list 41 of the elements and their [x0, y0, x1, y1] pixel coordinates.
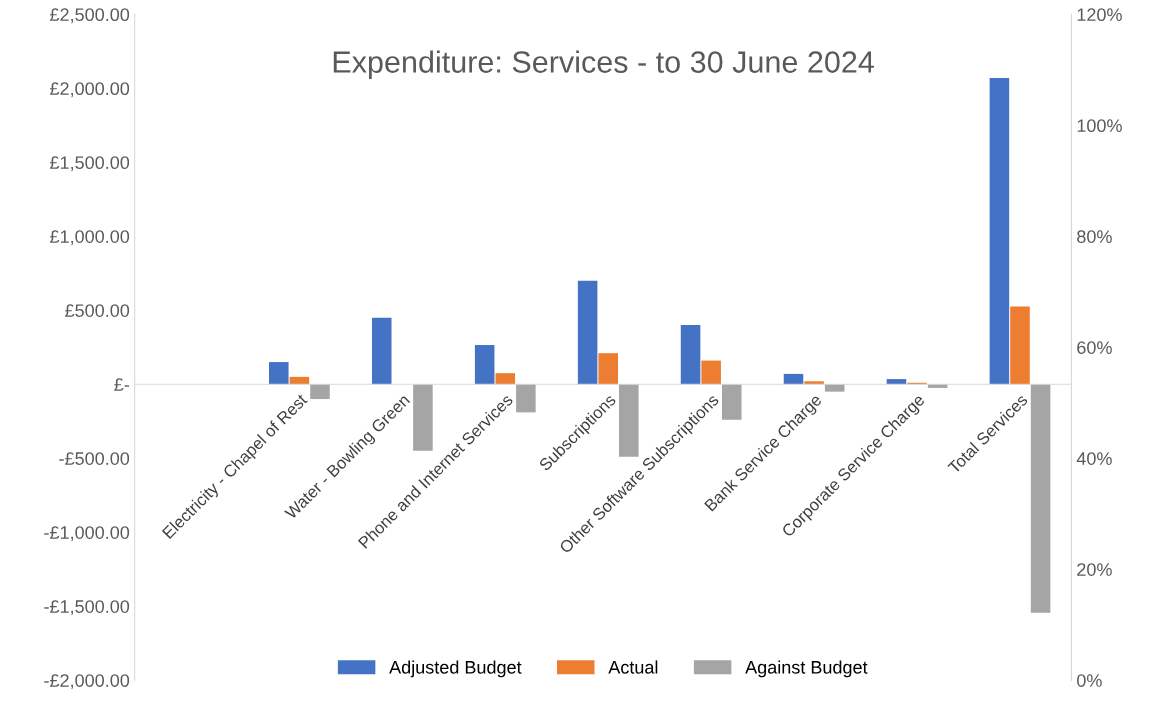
- y2-tick-label: 80%: [1077, 230, 1112, 243]
- bar: [577, 280, 598, 385]
- y2-tick-label: 20%: [1077, 563, 1112, 576]
- bar: [619, 384, 639, 457]
- bar: [1030, 384, 1051, 613]
- y2-tick-label: 40%: [1076, 452, 1112, 465]
- bar: [989, 77, 1010, 385]
- legend-label: Adjusted Budget: [389, 660, 522, 678]
- legend-label: Actual: [608, 660, 658, 674]
- bar: [804, 381, 824, 385]
- legend-label: Against Budget: [745, 660, 868, 678]
- y-tick-label: -£2,000.00: [44, 674, 130, 690]
- bar: [495, 373, 516, 385]
- y2-tick-label: 0%: [1077, 674, 1102, 687]
- y2-tick-label: 60%: [1077, 341, 1112, 354]
- y-tick-label: -£1,000.00: [44, 526, 130, 542]
- y-tick-label: £2,000.00: [50, 82, 130, 98]
- y-tick-label: £2,500.00: [50, 8, 130, 24]
- bar: [598, 353, 618, 385]
- y-tick-label: £500.00: [65, 304, 130, 317]
- bar: [886, 379, 907, 385]
- bar: [721, 384, 742, 420]
- y-tick-label: -£500.00: [59, 452, 130, 465]
- y-tick-label: -£1,500.00: [44, 600, 130, 616]
- y-tick-label: £1,000.00: [50, 230, 130, 246]
- y2-tick-label: 120%: [1077, 8, 1122, 22]
- bar: [516, 384, 536, 413]
- bar: [289, 376, 310, 385]
- bar: [371, 317, 392, 385]
- y2-tick-label: 100%: [1077, 119, 1122, 133]
- bar: [310, 384, 330, 400]
- bar: [1010, 306, 1030, 385]
- bar: [701, 360, 721, 385]
- bar: [474, 345, 495, 385]
- y-tick-label: £-: [114, 378, 129, 391]
- bar: [824, 384, 845, 392]
- bar: [680, 325, 701, 385]
- bar: [269, 362, 289, 385]
- text: Expenditure: Services - to 30 June 2024: [333, 50, 874, 79]
- y-tick-label: £1,500.00: [50, 156, 130, 172]
- bar: [783, 373, 804, 385]
